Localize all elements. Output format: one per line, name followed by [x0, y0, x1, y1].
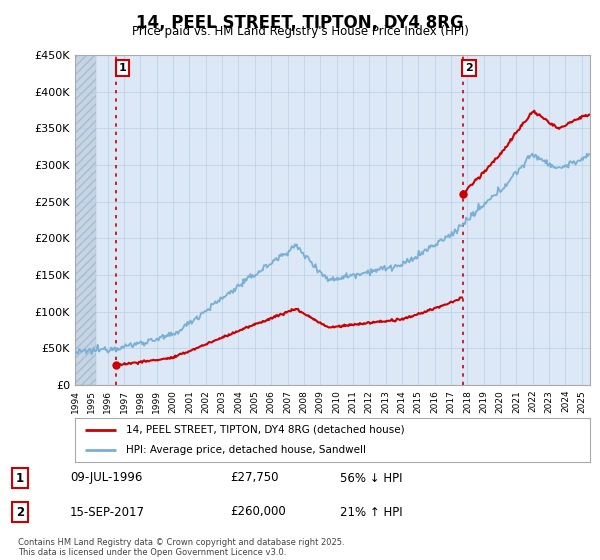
Text: £27,750: £27,750 [230, 472, 278, 484]
Text: 2: 2 [465, 63, 473, 73]
Bar [75, 55, 96, 385]
Text: 14, PEEL STREET, TIPTON, DY4 8RG (detached house): 14, PEEL STREET, TIPTON, DY4 8RG (detach… [127, 425, 405, 435]
Text: 09-JUL-1996: 09-JUL-1996 [70, 472, 142, 484]
Text: Contains HM Land Registry data © Crown copyright and database right 2025.
This d: Contains HM Land Registry data © Crown c… [18, 538, 344, 557]
Text: 21% ↑ HPI: 21% ↑ HPI [340, 506, 403, 519]
Text: 1: 1 [16, 472, 24, 484]
Text: 2: 2 [16, 506, 24, 519]
Text: Price paid vs. HM Land Registry's House Price Index (HPI): Price paid vs. HM Land Registry's House … [131, 25, 469, 38]
Text: 56% ↓ HPI: 56% ↓ HPI [340, 472, 403, 484]
Text: 1: 1 [119, 63, 127, 73]
Bar [75, 55, 96, 385]
Text: HPI: Average price, detached house, Sandwell: HPI: Average price, detached house, Sand… [127, 445, 367, 455]
Text: 15-SEP-2017: 15-SEP-2017 [70, 506, 145, 519]
Text: 14, PEEL STREET, TIPTON, DY4 8RG: 14, PEEL STREET, TIPTON, DY4 8RG [136, 14, 464, 32]
Text: £260,000: £260,000 [230, 506, 286, 519]
